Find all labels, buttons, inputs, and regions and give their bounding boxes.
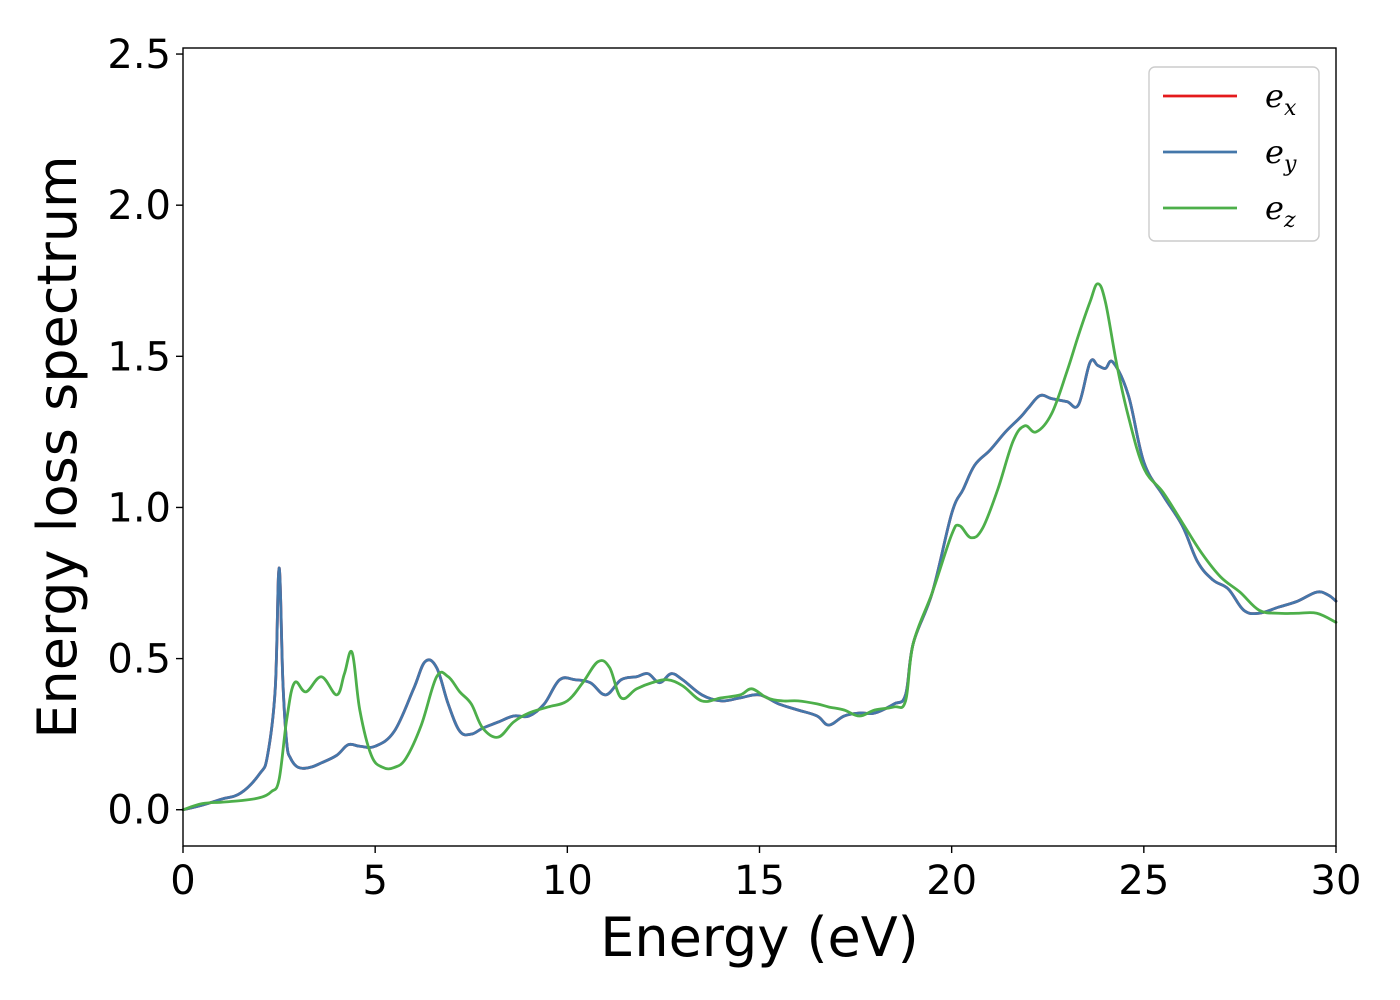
y-tick-label: 2.5 <box>107 32 171 78</box>
x-tick-label: 25 <box>1118 858 1169 904</box>
series-layer <box>181 282 1338 812</box>
y-tick-label: 1.5 <box>107 334 171 380</box>
y-axis-label: Energy loss spectrum <box>26 155 89 738</box>
legend: ex ey ez <box>1148 66 1320 242</box>
y-axis-ticks: 0.0 0.5 1.0 1.5 2.0 2.5 <box>107 32 183 834</box>
x-axis-label: Energy (eV) <box>600 906 919 969</box>
x-tick-label: 5 <box>362 858 387 904</box>
legend-label-e-x: ex <box>1265 77 1297 121</box>
x-axis-ticks: 0 5 10 15 20 25 30 <box>170 846 1361 904</box>
x-tick-label: 20 <box>926 858 977 904</box>
x-tick-label: 15 <box>734 858 785 904</box>
series-line-e-y <box>181 358 1338 812</box>
series-line-e-z <box>181 282 1338 812</box>
x-tick-label: 0 <box>170 858 195 904</box>
legend-items: ex ey ez <box>1163 77 1297 233</box>
y-tick-label: 2.0 <box>107 183 171 229</box>
legend-label-e-y: ey <box>1265 133 1297 177</box>
plot-background <box>183 48 1336 846</box>
y-tick-label: 0.5 <box>107 637 171 683</box>
x-tick-label: 10 <box>542 858 593 904</box>
y-tick-label: 1.0 <box>107 485 171 531</box>
y-tick-label: 0.0 <box>107 788 171 834</box>
x-tick-label: 30 <box>1311 858 1362 904</box>
legend-box <box>1148 66 1320 242</box>
legend-label-e-z: ez <box>1265 189 1296 233</box>
